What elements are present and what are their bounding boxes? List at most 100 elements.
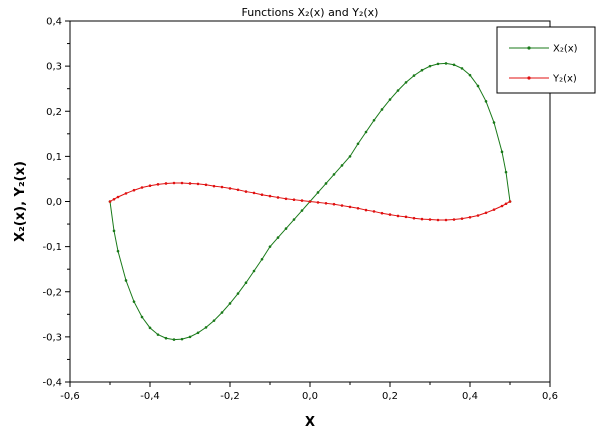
data-point <box>172 338 176 341</box>
data-point <box>188 182 192 185</box>
data-point <box>220 185 224 189</box>
data-point <box>356 142 360 146</box>
data-point <box>132 300 136 303</box>
data-point <box>404 81 408 84</box>
data-point <box>476 214 480 217</box>
legend-marker <box>527 76 531 80</box>
data-point <box>132 188 136 192</box>
data-point <box>252 269 256 273</box>
data-point <box>388 98 392 101</box>
data-point <box>220 311 224 314</box>
data-point <box>180 337 184 341</box>
data-point <box>164 336 168 340</box>
data-point <box>428 218 432 221</box>
x-tick-label: 0,2 <box>382 391 398 402</box>
y-tick-label: 0,1 <box>46 152 62 163</box>
data-point <box>372 210 376 213</box>
data-point <box>380 211 384 215</box>
data-point <box>284 197 288 201</box>
data-point <box>236 292 240 295</box>
data-point <box>436 218 440 222</box>
series-2 <box>108 181 512 222</box>
data-point <box>260 193 264 197</box>
data-point <box>492 121 496 124</box>
data-point <box>300 199 304 202</box>
legend-box <box>496 26 596 94</box>
x-tick-label: -0,4 <box>140 391 160 402</box>
data-point <box>308 200 312 203</box>
y-tick-label: 0,0 <box>46 197 62 208</box>
data-point <box>332 202 336 206</box>
series-layer <box>108 62 512 341</box>
data-point <box>468 73 472 77</box>
y-tick-label: 0,4 <box>46 17 62 28</box>
x-axis-title: X <box>305 415 315 430</box>
data-point <box>276 196 280 199</box>
data-point <box>164 182 168 185</box>
data-point <box>460 217 464 220</box>
data-point <box>504 202 508 206</box>
data-point <box>340 204 344 207</box>
data-point <box>284 227 288 230</box>
x-tick-label: 0,4 <box>462 391 478 402</box>
data-point <box>268 245 272 248</box>
data-point <box>500 150 504 154</box>
data-point <box>436 62 440 66</box>
data-point <box>212 184 216 188</box>
data-point <box>504 170 508 174</box>
data-point <box>148 184 152 188</box>
data-point <box>452 63 456 67</box>
data-point <box>380 108 384 111</box>
data-point <box>420 217 424 221</box>
data-point <box>452 218 456 221</box>
data-point <box>356 206 360 210</box>
y-tick-label: -0,3 <box>42 332 62 343</box>
x-tick-label: 0,6 <box>542 391 558 402</box>
data-point <box>324 182 328 185</box>
data-point <box>228 302 232 305</box>
data-point <box>324 202 328 205</box>
y-tick-label: 0,2 <box>46 107 62 118</box>
data-point <box>492 208 496 211</box>
data-point <box>268 194 272 198</box>
data-point <box>420 68 424 72</box>
data-point <box>180 181 184 185</box>
data-point <box>172 181 176 185</box>
data-point <box>244 281 248 285</box>
data-point <box>188 335 192 339</box>
data-point <box>116 249 120 253</box>
data-point <box>388 213 392 216</box>
data-point <box>236 188 240 192</box>
data-point <box>484 211 488 215</box>
data-point <box>348 155 352 158</box>
data-point <box>124 279 128 282</box>
legend-label: X₂(x) <box>553 44 578 55</box>
data-point <box>112 197 116 201</box>
data-point <box>348 205 352 209</box>
data-point <box>204 326 208 329</box>
data-point <box>444 62 448 65</box>
data-point <box>412 216 416 220</box>
data-point <box>116 195 120 199</box>
data-point <box>276 236 280 239</box>
data-point <box>156 183 160 186</box>
y-axis-ticks: -0,4 -0,3 -0,2 -0,1 0,0 0,1 0,2 0,3 0,4 <box>42 17 70 389</box>
data-point <box>300 209 304 212</box>
data-point <box>460 67 464 70</box>
data-point <box>148 326 152 330</box>
data-point <box>156 333 160 336</box>
x-tick-label: -0,2 <box>220 391 240 402</box>
data-point <box>292 198 296 201</box>
data-point <box>508 200 512 203</box>
data-point <box>428 64 432 68</box>
y-tick-label: -0,1 <box>42 242 62 253</box>
data-point <box>500 204 504 208</box>
legend-marker <box>527 46 531 50</box>
data-point <box>412 74 416 77</box>
y-tick-label: 0,3 <box>46 62 62 73</box>
data-point <box>364 208 368 212</box>
data-point <box>204 183 208 187</box>
data-point <box>108 200 112 203</box>
data-point <box>372 118 376 122</box>
